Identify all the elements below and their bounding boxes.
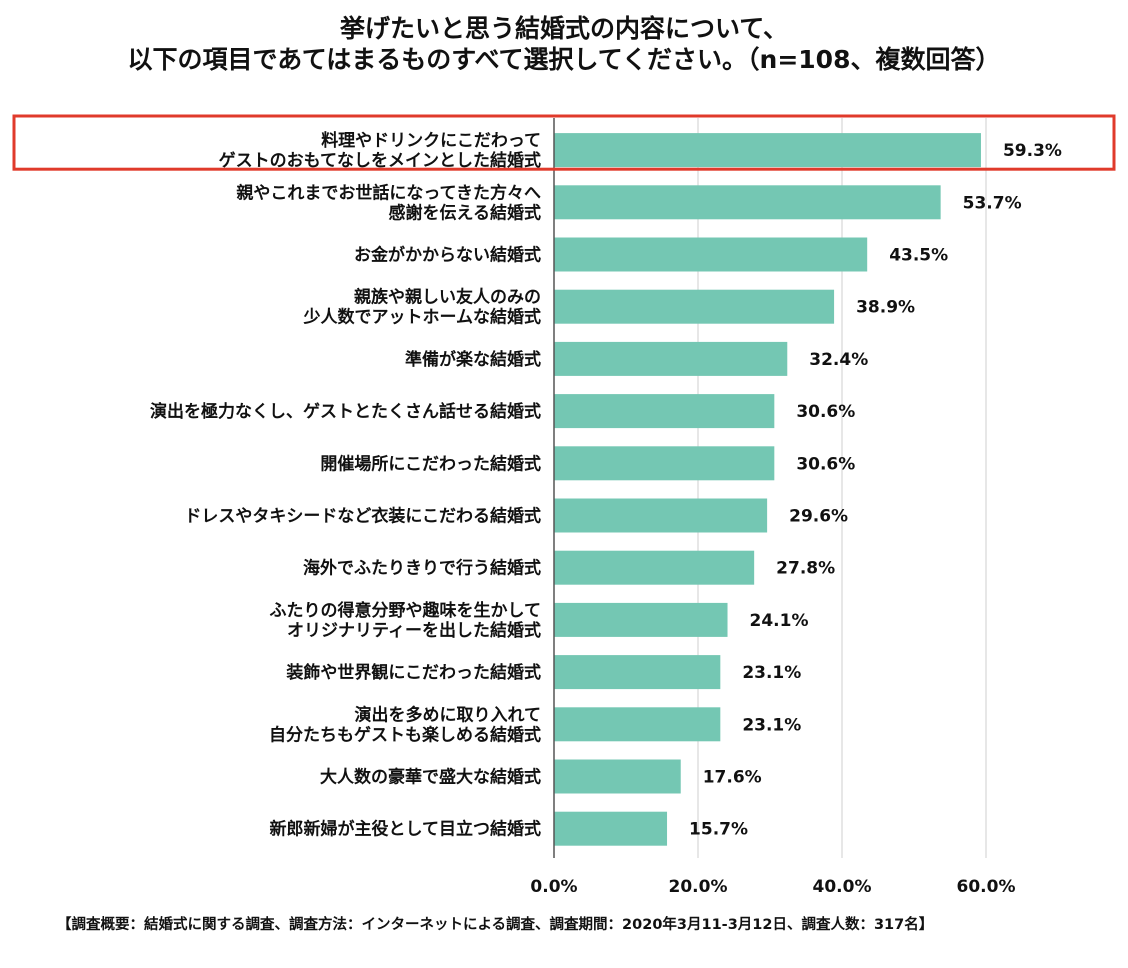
data-label-5: 30.6%	[796, 402, 855, 422]
bar-0	[554, 133, 981, 168]
bar-4	[554, 341, 788, 376]
category-label-3-1: 少人数でアットホームな結婚式	[303, 307, 542, 328]
bar-3	[554, 289, 835, 324]
bar-1	[554, 185, 941, 220]
category-label-2-0: お金がかからない結婚式	[354, 245, 541, 266]
bar-6	[554, 446, 775, 481]
bar-10	[554, 655, 721, 690]
bar-13	[554, 811, 668, 846]
data-label-1: 53.7%	[963, 193, 1022, 213]
chart-title-line-1: 挙げたいと思う結婚式の内容について、	[339, 14, 788, 43]
x-tick-label-20: 20.0%	[669, 877, 728, 897]
data-label-13: 15.7%	[689, 820, 748, 840]
data-label-4: 32.4%	[809, 350, 868, 370]
highlight-box	[12, 114, 1116, 171]
bar-5	[554, 394, 775, 429]
data-label-3: 38.9%	[856, 298, 915, 318]
data-label-0: 59.3%	[1003, 141, 1062, 161]
data-label-12: 17.6%	[703, 768, 762, 788]
bar-7	[554, 498, 768, 533]
category-label-0-0: 料理やドリンクにこだわって	[321, 130, 541, 151]
bar-2	[554, 237, 868, 272]
bar-8	[554, 550, 755, 585]
category-label-1-1: 感謝を伝える結婚式	[389, 202, 542, 223]
category-label-11-0: 演出を多めに取り入れて	[355, 704, 542, 725]
x-tick-label-0: 0.0%	[530, 877, 577, 897]
data-label-2: 43.5%	[889, 246, 948, 266]
x-tick-label-60: 60.0%	[957, 877, 1016, 897]
data-label-11: 23.1%	[742, 715, 801, 735]
data-label-9: 24.1%	[750, 611, 809, 631]
category-label-9-1: オリジナリティーを出した結婚式	[287, 620, 541, 641]
chart-title-line-2: 以下の項目であてはまるものすべて選択してください。（n=108、複数回答）	[127, 45, 1001, 74]
category-label-8-0: 海外でふたりきりで行う結婚式	[303, 558, 541, 579]
bar-12	[554, 759, 681, 794]
category-label-3-0: 親族や親しい友人のみの	[354, 287, 541, 308]
bar-11	[554, 707, 721, 742]
category-label-5-0: 演出を極力なくし、ゲストとたくさん話せる結婚式	[150, 401, 541, 422]
category-label-9-0: ふたりの得意分野や趣味を生かして	[270, 600, 542, 621]
category-label-10-0: 装飾や世界観にこだわった結婚式	[285, 662, 541, 683]
category-label-1-0: 親やこれまでお世話になってきた方々へ	[236, 182, 541, 203]
data-label-10: 23.1%	[742, 663, 801, 683]
category-label-7-0: ドレスやタキシードなど衣装にこだわる結婚式	[184, 506, 541, 527]
data-label-8: 27.8%	[776, 559, 835, 579]
category-label-0-1: ゲストのおもてなしをメインとした結婚式	[219, 150, 541, 171]
x-tick-label-40: 40.0%	[813, 877, 872, 897]
survey-footnote: 【調査概要：結婚式に関する調査、調査方法：インターネットによる調査、調査期間：2…	[57, 917, 934, 933]
category-label-6-0: 開催場所にこだわった結婚式	[320, 453, 541, 474]
data-label-7: 29.6%	[789, 507, 848, 527]
bar-9	[554, 602, 728, 637]
data-label-6: 30.6%	[796, 454, 855, 474]
category-label-12-0: 大人数の豪華で盛大な結婚式	[320, 767, 541, 788]
category-label-11-1: 自分たちもゲストも楽しめる結婚式	[269, 724, 541, 745]
category-label-4-0: 準備が楽な結婚式	[405, 349, 541, 370]
category-label-13-0: 新郎新婦が主役として目立つ結婚式	[270, 819, 542, 840]
